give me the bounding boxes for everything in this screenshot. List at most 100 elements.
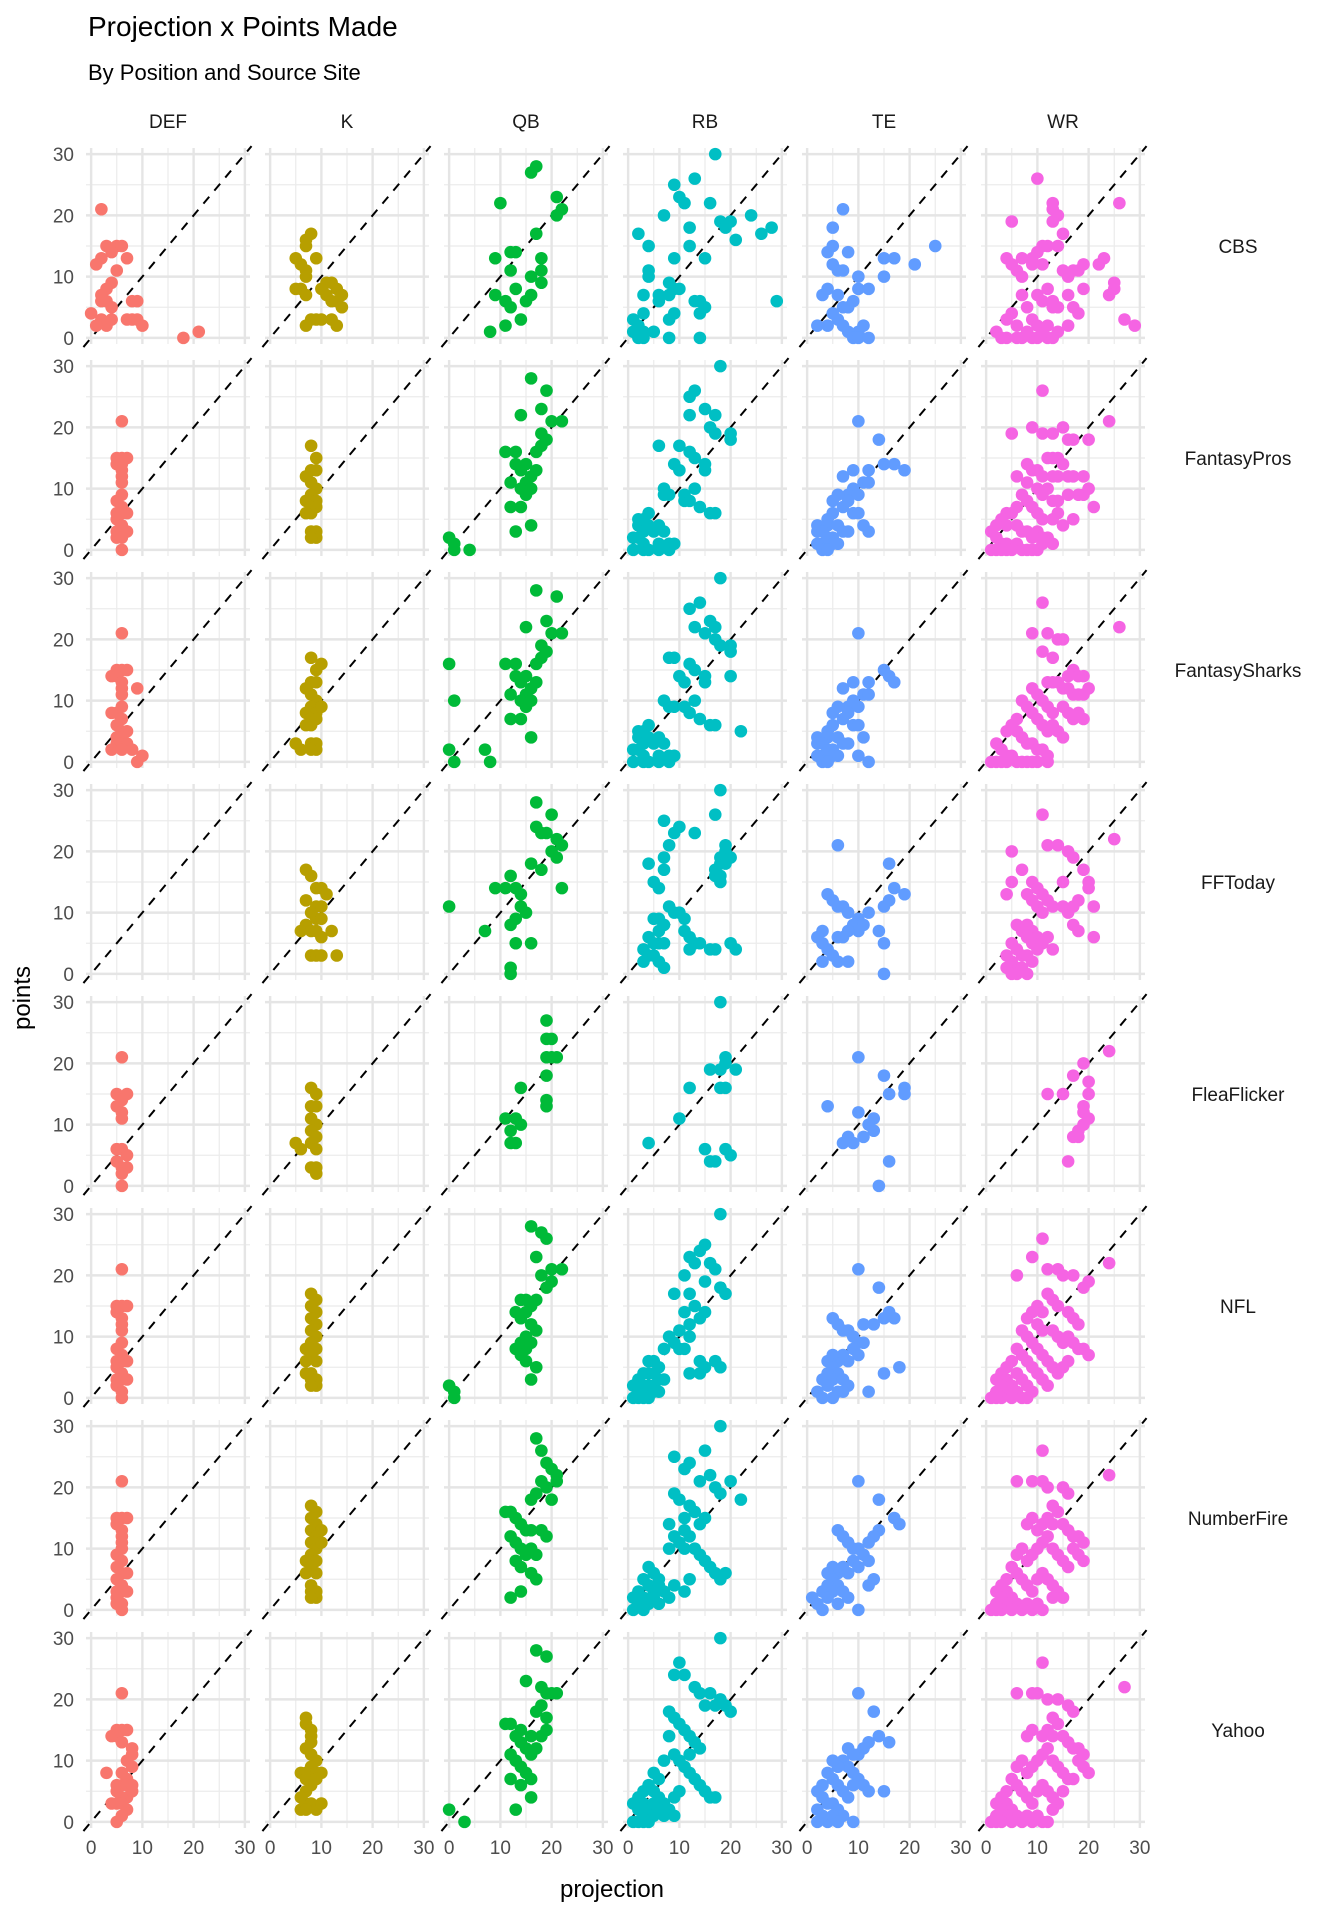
data-point xyxy=(1097,251,1111,265)
data-point xyxy=(862,476,875,489)
data-point xyxy=(831,1815,845,1829)
data-point xyxy=(637,307,650,320)
x-tick-label: 20 xyxy=(183,1838,204,1859)
data-point xyxy=(115,1179,129,1193)
panel-FleaFlicker-WR xyxy=(977,993,1148,1196)
data-point xyxy=(1036,1444,1049,1457)
data-point xyxy=(478,924,492,938)
data-point xyxy=(673,463,686,477)
data-point xyxy=(299,319,313,332)
data-point xyxy=(637,288,650,302)
data-point xyxy=(309,675,323,689)
data-point xyxy=(862,1554,875,1568)
data-point xyxy=(130,682,144,695)
data-point xyxy=(504,688,517,701)
data-point xyxy=(1025,421,1039,434)
data-point xyxy=(130,294,144,308)
data-point xyxy=(1046,427,1060,440)
data-point xyxy=(524,1523,538,1537)
y-tick-label: 30 xyxy=(53,1417,74,1438)
data-point xyxy=(862,675,875,689)
data-point xyxy=(821,755,834,769)
data-point xyxy=(657,851,671,864)
data-point xyxy=(1010,1760,1024,1774)
data-point xyxy=(693,596,707,609)
data-point xyxy=(519,669,533,683)
data-point xyxy=(299,270,313,283)
data-point xyxy=(683,602,696,616)
data-point xyxy=(504,500,517,514)
data-point xyxy=(841,300,855,314)
x-tick-label: 0 xyxy=(86,1838,97,1859)
data-point xyxy=(862,1536,875,1549)
data-point xyxy=(504,918,517,932)
data-point xyxy=(504,1124,517,1138)
data-point xyxy=(1077,863,1090,877)
data-point xyxy=(836,264,850,277)
data-point xyxy=(1031,755,1044,769)
panel-FantasyPros-QB xyxy=(440,357,611,560)
data-point xyxy=(698,675,712,689)
data-point xyxy=(698,1699,712,1712)
data-point xyxy=(887,251,901,265)
data-point xyxy=(714,1631,727,1645)
data-point xyxy=(652,924,666,938)
data-point xyxy=(514,313,528,326)
data-point xyxy=(632,512,645,526)
data-point xyxy=(1015,863,1029,877)
data-point xyxy=(637,955,650,968)
data-point xyxy=(1066,1069,1080,1082)
panel-CBS-RB xyxy=(619,145,790,348)
panel-FantasySharks-TE xyxy=(798,569,969,772)
data-point xyxy=(667,1579,681,1592)
data-point xyxy=(115,476,129,489)
data-point xyxy=(632,724,645,738)
data-point xyxy=(683,408,696,422)
data-point xyxy=(299,1803,313,1816)
data-point xyxy=(1031,943,1044,956)
data-point xyxy=(524,270,538,283)
panel-Yahoo-RB xyxy=(619,1629,790,1832)
data-point xyxy=(115,1391,129,1405)
data-point xyxy=(555,881,569,895)
data-point xyxy=(841,906,855,919)
data-point xyxy=(898,463,911,477)
data-point xyxy=(509,445,523,459)
data-point xyxy=(1000,724,1013,738)
data-point xyxy=(657,936,671,950)
data-point xyxy=(483,325,497,339)
data-point xyxy=(309,1566,323,1580)
data-point xyxy=(89,319,103,332)
data-point xyxy=(535,863,548,877)
y-tick-label: 0 xyxy=(63,1389,74,1410)
data-point xyxy=(657,1373,671,1386)
data-point xyxy=(862,463,875,477)
data-point xyxy=(714,1063,727,1076)
data-point xyxy=(1072,1130,1085,1144)
data-point xyxy=(714,1360,727,1374)
data-point xyxy=(887,675,901,689)
data-point xyxy=(1020,1729,1034,1743)
data-point xyxy=(1020,325,1034,339)
data-point xyxy=(678,675,691,689)
panel-NFL-K xyxy=(261,1205,432,1408)
data-point xyxy=(299,288,313,302)
data-point xyxy=(642,543,655,557)
data-point xyxy=(488,288,502,302)
data-point xyxy=(442,900,456,913)
data-point xyxy=(1041,626,1054,640)
data-point xyxy=(294,924,308,938)
panel-FantasyPros-DEF xyxy=(82,357,253,560)
data-point xyxy=(693,1517,707,1531)
data-point xyxy=(719,221,732,234)
x-tick-label: 0 xyxy=(802,1838,813,1859)
data-point xyxy=(708,1791,722,1804)
data-point xyxy=(841,245,855,259)
data-point xyxy=(1051,506,1065,520)
data-point xyxy=(1051,300,1065,314)
data-point xyxy=(683,1530,696,1543)
data-point xyxy=(1005,1815,1019,1829)
data-point xyxy=(1051,470,1065,483)
data-point xyxy=(708,427,722,440)
